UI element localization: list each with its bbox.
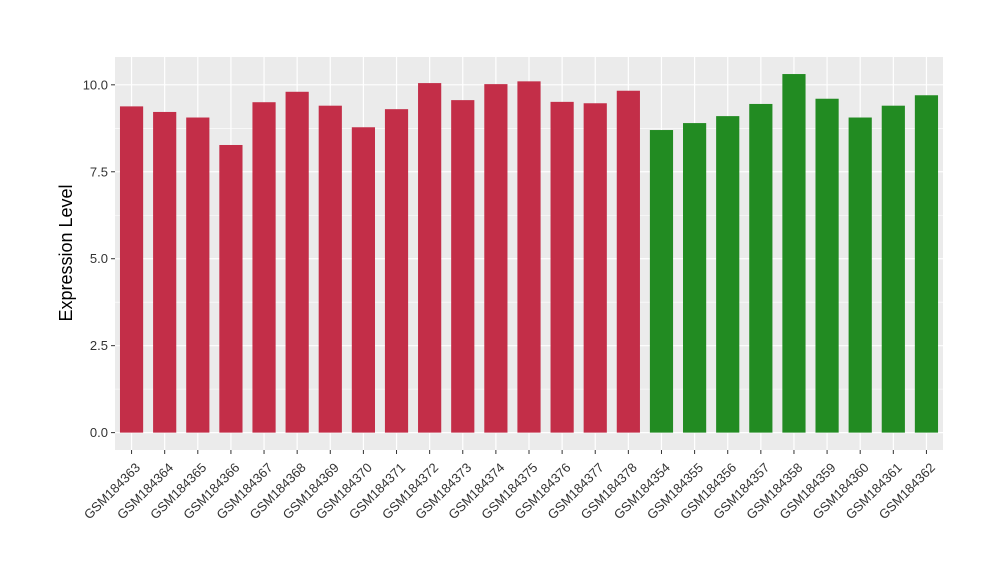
bar-GSM184375 [517,81,541,433]
bar-GSM184372 [418,83,442,433]
bar-GSM184355 [683,123,707,433]
bar-GSM184359 [815,98,839,433]
y-axis-title: Expression Level [56,184,76,321]
x-axis: GSM184363GSM184364GSM184365GSM184366GSM1… [81,450,938,522]
bars [119,74,939,433]
bar-GSM184365 [186,117,210,433]
bar-GSM184363 [119,106,144,433]
y-axis: 0.0 2.5 5.0 7.5 10.0 [83,77,115,440]
bar-GSM184377 [583,103,607,433]
bar-GSM184368 [285,91,309,433]
bar-GSM184357 [749,103,773,433]
y-tick-label: 5.0 [90,251,108,266]
y-tick-label: 0.0 [90,425,108,440]
bar-GSM184373 [451,100,475,433]
bar-GSM184358 [782,74,806,433]
bar-GSM184354 [649,130,674,433]
bar-GSM184356 [716,116,740,433]
bar-GSM184376 [550,101,574,433]
bar-GSM184362 [914,95,939,433]
bar-GSM184361 [881,105,905,433]
y-tick-label: 2.5 [90,338,108,353]
y-tick-label: 10.0 [83,77,108,92]
bar-GSM184360 [848,117,872,433]
bar-GSM184367 [252,102,276,433]
bar-GSM184374 [484,84,508,433]
bar-GSM184366 [219,144,243,433]
bar-GSM184378 [616,90,640,433]
bar-GSM184371 [384,109,409,433]
y-tick-label: 7.5 [90,164,108,179]
bar-GSM184369 [318,105,342,433]
bar-GSM184370 [351,127,375,433]
bar-GSM184364 [153,111,177,433]
